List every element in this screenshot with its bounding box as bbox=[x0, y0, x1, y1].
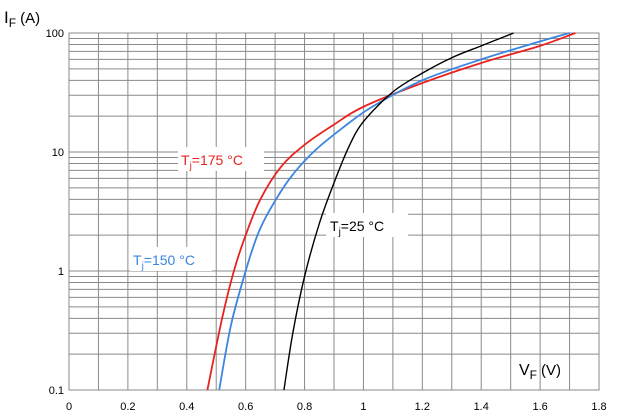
x-axis-title-unit: (V) bbox=[541, 362, 561, 379]
x-tick-label: 0.8 bbox=[297, 401, 312, 413]
legend-label-175: Tj=175 °C bbox=[178, 147, 264, 172]
y-axis-title-unit: (A) bbox=[20, 10, 40, 27]
series-layer bbox=[206, 32, 576, 391]
grid bbox=[68, 32, 600, 391]
y-axis-title-sub: F bbox=[9, 16, 16, 30]
y-axis-title: IF (A) bbox=[4, 8, 40, 30]
series-line-2 bbox=[283, 32, 514, 391]
legend-label-150: Tj=150 °C bbox=[130, 247, 212, 272]
x-axis-title: VF (V) bbox=[519, 362, 561, 382]
x-tick-label: 1.2 bbox=[415, 401, 430, 413]
svg-text:Tj=175 °C: Tj=175 °C bbox=[181, 152, 243, 172]
y-tick-label: 1 bbox=[58, 266, 64, 278]
series-line-1 bbox=[218, 32, 570, 391]
x-tick-label: 1 bbox=[360, 401, 366, 413]
legend-label-25: Tj=25 °C bbox=[326, 213, 408, 238]
series-line-0 bbox=[206, 32, 576, 391]
y-axis-title-main: I bbox=[4, 8, 9, 27]
y-tick-label: 100 bbox=[46, 28, 64, 40]
x-tick-label: 0.4 bbox=[179, 401, 194, 413]
svg-text:Tj=25 °C: Tj=25 °C bbox=[330, 218, 384, 238]
x-tick-label: 0.2 bbox=[120, 401, 135, 413]
plot-frame bbox=[68, 32, 600, 391]
x-tick-label: 0.6 bbox=[238, 401, 253, 413]
y-tick-label: 10 bbox=[52, 147, 64, 159]
x-tick-label: 1.8 bbox=[591, 401, 606, 413]
x-tick-label: 1.4 bbox=[474, 401, 489, 413]
x-axis-title-sub: F bbox=[530, 368, 537, 382]
x-tick-label: 1.6 bbox=[532, 401, 547, 413]
svg-text:Tj=150 °C: Tj=150 °C bbox=[133, 252, 195, 272]
x-tick-label: 0 bbox=[66, 401, 72, 413]
x-axis-title-main: V bbox=[519, 362, 530, 379]
y-tick-label: 0.1 bbox=[49, 385, 64, 397]
tick-labels: 0 0.2 0.4 0.6 0.8 1 1.2 1.4 1.6 1.8 0.1 1 10 100 bbox=[46, 28, 607, 413]
